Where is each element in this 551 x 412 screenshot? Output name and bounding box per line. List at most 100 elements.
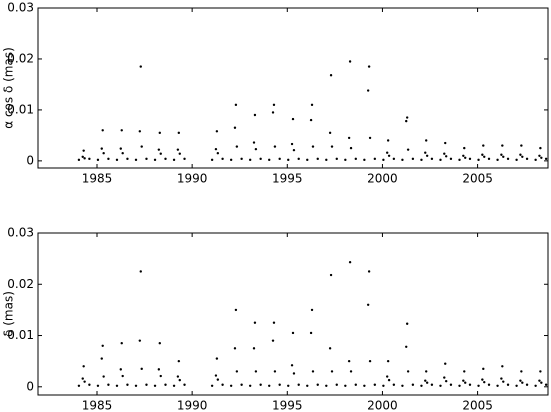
point (330, 145, 334, 148)
point (477, 158, 480, 162)
point (172, 158, 176, 162)
point (462, 379, 465, 382)
point (411, 157, 415, 161)
point (153, 384, 157, 387)
point (268, 158, 271, 162)
x-tick-label: 1985 (82, 399, 113, 412)
point (235, 370, 239, 373)
point (120, 129, 123, 132)
point (216, 152, 220, 155)
x-tick-label: 1990 (177, 172, 208, 186)
point (157, 368, 161, 371)
point (506, 383, 510, 386)
point (367, 270, 371, 273)
x-tick-label: 1995 (272, 172, 303, 186)
point (287, 384, 290, 387)
point (468, 157, 472, 161)
point (392, 383, 396, 386)
point (183, 383, 186, 386)
y-tick-label: 0 (26, 379, 34, 393)
point (214, 147, 218, 151)
axes-frame (37, 232, 549, 396)
point (344, 384, 347, 387)
point (311, 370, 315, 373)
point (100, 357, 103, 360)
y-tick-label: 0.03 (7, 1, 34, 15)
point (159, 374, 162, 378)
point (254, 370, 258, 373)
point (164, 383, 167, 386)
point (519, 379, 522, 382)
point (425, 370, 428, 373)
point (348, 261, 352, 264)
point (272, 321, 276, 324)
point (444, 141, 447, 145)
point (538, 154, 541, 157)
point (240, 157, 243, 161)
point (183, 157, 186, 161)
point (145, 157, 148, 161)
point (544, 383, 548, 386)
point (540, 381, 543, 384)
point (534, 158, 537, 162)
point (248, 158, 252, 162)
point (233, 126, 237, 129)
point (210, 158, 214, 162)
y-tick-label: 0.01 (7, 102, 34, 116)
point (140, 367, 143, 371)
point (496, 384, 499, 387)
point (325, 384, 328, 387)
point (310, 103, 314, 107)
x-tick-label: 1990 (177, 399, 208, 412)
point (115, 158, 119, 162)
point (539, 146, 542, 150)
point (82, 365, 85, 368)
point (153, 158, 157, 162)
point (88, 383, 91, 386)
point (496, 158, 499, 162)
point (138, 130, 142, 133)
point (443, 152, 446, 155)
point (126, 157, 129, 161)
point (534, 384, 537, 387)
point (363, 158, 366, 162)
point (501, 144, 504, 147)
point (134, 384, 138, 387)
point (272, 103, 276, 107)
point (102, 375, 105, 378)
point (107, 157, 110, 161)
point (521, 155, 524, 158)
point (502, 380, 505, 383)
point (268, 384, 271, 387)
point (82, 149, 85, 152)
point (366, 89, 370, 92)
point (354, 157, 357, 161)
point (406, 148, 410, 151)
x-tick-label: 1995 (272, 399, 303, 412)
point (215, 357, 219, 360)
point (138, 339, 142, 342)
point (291, 117, 295, 121)
point (405, 345, 408, 349)
point (234, 103, 238, 107)
point (316, 383, 319, 386)
point (233, 347, 237, 350)
point (420, 158, 423, 162)
point (290, 364, 294, 367)
point (502, 155, 505, 158)
point (271, 339, 275, 342)
point (425, 381, 429, 384)
point (119, 368, 122, 371)
point (425, 154, 429, 157)
y-axis-label: δ (mas) (2, 291, 16, 337)
point (278, 157, 281, 161)
point (368, 136, 372, 140)
point (259, 157, 262, 161)
point (101, 344, 104, 347)
point (325, 158, 328, 162)
point (520, 144, 523, 147)
point (349, 146, 353, 150)
point (387, 154, 391, 157)
point (330, 370, 334, 373)
point (177, 359, 181, 363)
